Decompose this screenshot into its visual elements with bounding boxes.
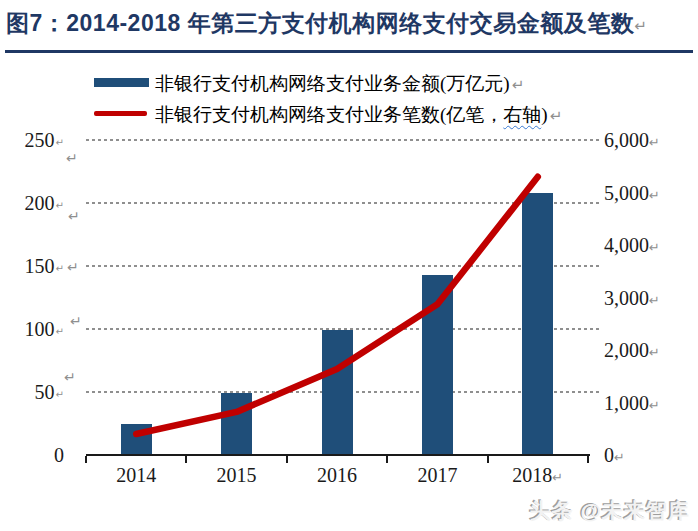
left-axis-tick-label: 150↵: [10, 254, 64, 278]
x-axis-tick: [386, 456, 388, 463]
x-axis-tick: [85, 456, 87, 463]
x-axis-line: [86, 454, 590, 456]
bar-2017: [422, 275, 453, 454]
right-axis-tick-label: 0↵: [604, 443, 625, 467]
legend-right-axis-note: 右轴: [503, 104, 541, 125]
paragraph-mark-icon: ↵: [64, 370, 76, 384]
right-axis-tick-label: 2,000↵: [604, 338, 660, 362]
watermark: 头条 @未来智库: [530, 497, 690, 525]
paragraph-mark-icon: ↵: [649, 135, 660, 150]
x-axis-label-2017: 2017: [395, 464, 479, 487]
x-axis-label-2018: 2018↵: [496, 464, 580, 487]
legend-item-count-label: 非银行支付机构网络支付业务笔数(亿笔，: [155, 104, 503, 125]
right-axis-tick-label: 3,000↵: [604, 286, 660, 310]
right-axis-tick-label: 1,000↵: [604, 391, 660, 415]
legend-item-amount: 非银行支付机构网络支付业务金额(万亿元)↵: [155, 71, 524, 97]
paragraph-mark-icon: ↵: [56, 200, 64, 211]
gridline: [86, 139, 600, 141]
paragraph-mark-icon: ↵: [649, 188, 660, 203]
paragraph-mark-icon: ↵: [56, 263, 64, 274]
paragraph-mark-icon: ↵: [649, 293, 660, 308]
legend-bar-swatch: [94, 78, 149, 87]
left-axis-tick-label: 200↵: [10, 191, 64, 215]
paragraph-mark-icon: ↵: [614, 450, 625, 465]
legend-item-count-label-suffix: ): [541, 104, 547, 125]
paragraph-mark-icon: ↵: [634, 17, 647, 35]
bar-2014: [121, 424, 152, 455]
paragraph-mark-icon: ↵: [56, 389, 64, 400]
bar-2016: [322, 330, 353, 454]
title-underline: [5, 50, 693, 53]
x-axis-label-2014: 2014: [94, 464, 178, 487]
left-axis-tick-label: 250↵: [10, 128, 64, 152]
paragraph-mark-icon: ↵: [649, 345, 660, 360]
x-axis-label-2016: 2016: [295, 464, 379, 487]
right-axis-tick-label: 4,000↵: [604, 233, 660, 257]
bar-2018: [522, 193, 553, 454]
paragraph-mark-icon: ↵: [550, 107, 563, 125]
left-axis-tick-label: 100↵: [10, 317, 64, 341]
legend-item-amount-label: 非银行支付机构网络支付业务金额(万亿元): [155, 73, 510, 94]
paragraph-mark-icon: ↵: [66, 151, 78, 165]
bar-2015: [221, 393, 252, 454]
paragraph-mark-icon: ↵: [56, 137, 64, 148]
paragraph-mark-icon: ↵: [512, 76, 525, 94]
right-axis-tick-label: 5,000↵: [604, 181, 660, 205]
figure-title-text: 图7：2014-2018 年第三方支付机构网络支付交易金额及笔数: [6, 10, 634, 36]
x-axis-tick: [286, 456, 288, 463]
x-axis-label-2015: 2015: [195, 464, 279, 487]
left-axis-tick-label: 0: [10, 443, 64, 467]
paragraph-mark-icon: ↵: [68, 209, 80, 223]
x-axis-tick: [185, 456, 187, 463]
paragraph-mark-icon: ↵: [56, 326, 64, 337]
paragraph-mark-icon: ↵: [67, 260, 79, 274]
paragraph-mark-icon: ↵: [70, 314, 82, 328]
paragraph-mark-icon: ↵: [649, 240, 660, 255]
x-axis-tick: [587, 456, 589, 463]
right-axis-tick-label: 6,000↵: [604, 128, 660, 152]
legend-item-count: 非银行支付机构网络支付业务笔数(亿笔，右轴)↵: [155, 102, 562, 128]
left-axis-tick-label: 50↵: [10, 380, 64, 404]
paragraph-mark-icon: ↵: [552, 470, 563, 485]
paragraph-mark-icon: ↵: [649, 398, 660, 413]
x-axis-tick: [487, 456, 489, 463]
chart-figure: 图7：2014-2018 年第三方支付机构网络支付交易金额及笔数↵ 非银行支付机…: [0, 0, 698, 531]
legend-line-swatch: [94, 111, 147, 116]
figure-title: 图7：2014-2018 年第三方支付机构网络支付交易金额及笔数↵: [6, 8, 647, 39]
